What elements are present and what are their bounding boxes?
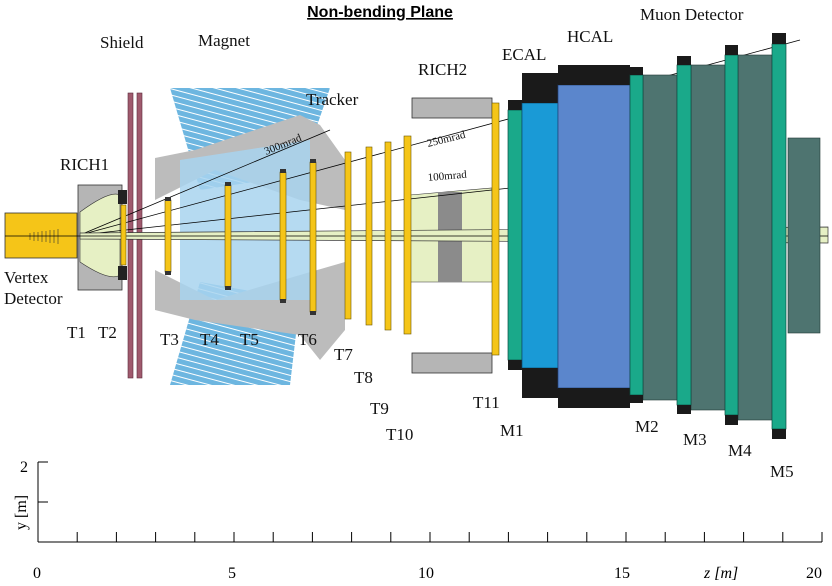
hcal-bottom-block (558, 388, 630, 408)
m1-station (507, 109, 523, 361)
label-t5: T5 (240, 330, 259, 349)
m1-cap-bottom (508, 360, 522, 370)
rich2-top-box (411, 97, 493, 119)
label-t9: T9 (370, 399, 389, 418)
rich1-dark-bottom (118, 266, 127, 280)
label-detector: Detector (4, 289, 63, 308)
magnet-body (180, 140, 310, 300)
rich2-bottom-box (411, 352, 493, 374)
x-tick-label-15: 15 (614, 565, 630, 582)
hcal-top-block (558, 65, 630, 85)
x-tick-label-10: 10 (418, 565, 434, 582)
hcal-body (557, 84, 631, 389)
label-250mrad: 250mrad (426, 129, 467, 150)
acceptance-100mrad (79, 187, 511, 236)
label-m2: M2 (635, 417, 659, 436)
x-tick-label-5: 5 (228, 565, 236, 582)
ecal-bottom-block (522, 368, 558, 398)
label-shield: Shield (100, 33, 144, 52)
label-hcal: HCAL (567, 27, 613, 46)
label-t11: T11 (473, 393, 500, 412)
label-rich1: RICH1 (60, 155, 109, 174)
ecal-top-block (522, 73, 558, 103)
muon-end-caps (630, 33, 786, 439)
label-tracker: Tracker (306, 90, 359, 109)
x-tick-label-20: 20 (806, 565, 822, 582)
label-ecal: ECAL (502, 45, 546, 64)
label-rich2: RICH2 (418, 60, 467, 79)
label-t8: T8 (354, 368, 373, 387)
muon-filters (642, 54, 773, 421)
label-t2: T2 (98, 323, 117, 342)
label-m4: M4 (728, 441, 752, 460)
scale-axes (37, 461, 822, 543)
label-muon-detector: Muon Detector (640, 5, 744, 24)
rich1-dark-top (118, 190, 127, 204)
m1-cap-top (508, 100, 522, 110)
label-100mrad: 100mrad (427, 169, 467, 184)
label-magnet: Magnet (198, 31, 250, 50)
label-t1: T1 (67, 323, 86, 342)
label-m1: M1 (500, 421, 524, 440)
label-vertex: Vertex (4, 268, 49, 287)
x-tick-label-0: 0 (33, 565, 41, 582)
label-t6: T6 (298, 330, 317, 349)
ecal-body (521, 102, 559, 369)
x-tick-marks (76, 532, 823, 542)
y-tick-label-2: 2 (20, 459, 28, 476)
label-m3: M3 (683, 430, 707, 449)
station-end-caps (165, 159, 316, 315)
diagram-title: Non-bending Plane (307, 4, 453, 21)
label-t10: T10 (386, 425, 413, 444)
tracking-stations (120, 102, 500, 356)
label-t3: T3 (160, 330, 179, 349)
label-t7: T7 (334, 345, 353, 364)
vertex-strips (29, 229, 59, 244)
vertex-detector (4, 212, 78, 259)
muon-m5-filter (787, 137, 821, 334)
label-m5: M5 (770, 462, 794, 481)
x-axis-label: z [m] (703, 565, 738, 582)
label-t4: T4 (200, 330, 219, 349)
y-axis-label: y [m] (13, 495, 30, 530)
